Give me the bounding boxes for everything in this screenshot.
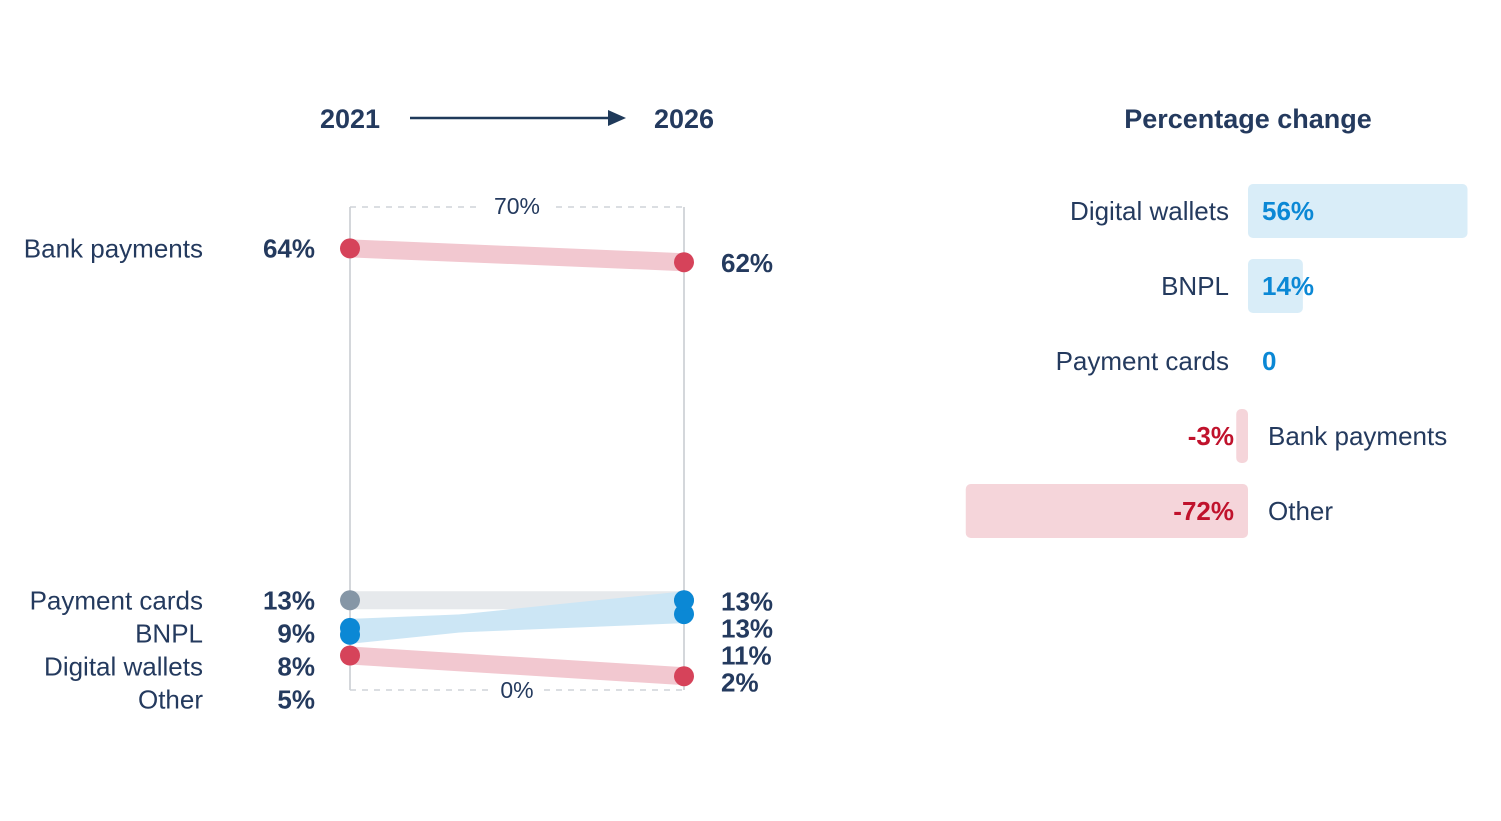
end-value-bank-payments: 62% [721, 248, 773, 278]
bar-other [965, 484, 1248, 538]
slope-band-bank-payments [349, 239, 685, 272]
bar-category-payment-cards: Payment cards [1056, 346, 1229, 376]
end-value-bnpl: 11% [721, 640, 772, 670]
bar-bnpl [1248, 259, 1303, 313]
bar-value-digital-wallets: 56% [1262, 196, 1314, 226]
start-point-other [340, 645, 360, 666]
axis-bottom-label: 0% [500, 677, 533, 703]
bar-value-payment-cards: 0 [1262, 346, 1276, 376]
bar-category-other: Other [1268, 496, 1333, 526]
end-point-bank-payments [674, 252, 694, 273]
start-point-payment-cards [340, 590, 360, 611]
end-value-payment-cards: 13% [721, 586, 773, 616]
bar-category-bnpl: BNPL [1161, 271, 1229, 301]
bar-category-digital-wallets: Digital wallets [1070, 196, 1229, 226]
start-value-digital-wallets: 8% [277, 651, 315, 681]
axis-top-label: 70% [494, 193, 540, 219]
series-label-bnpl: BNPL [135, 618, 203, 648]
end-year-label: 2026 [654, 104, 714, 134]
bar-chart-title: Percentage change [1124, 104, 1372, 134]
end-point-other [674, 666, 694, 687]
bar-value-bank-payments: -3% [1188, 421, 1234, 451]
start-value-other: 5% [277, 684, 315, 714]
bar-bank-payments [1236, 409, 1248, 463]
series-label-payment-cards: Payment cards [30, 585, 203, 615]
start-value-bank-payments: 64% [263, 233, 315, 263]
end-point-bnpl [674, 604, 694, 625]
end-value-other: 2% [721, 667, 759, 697]
start-value-payment-cards: 13% [263, 585, 315, 615]
series-label-digital-wallets: Digital wallets [44, 651, 203, 681]
slope-band-other [349, 646, 685, 686]
bar-category-bank-payments: Bank payments [1268, 421, 1447, 451]
end-value-digital-wallets: 13% [721, 613, 773, 643]
bar-digital-wallets [1248, 184, 1468, 238]
start-value-bnpl: 9% [277, 618, 315, 648]
slope-band-digital-wallets [349, 591, 685, 644]
start-year-label: 2021 [320, 104, 380, 134]
end-point-digital-wallets [674, 590, 694, 611]
start-point-bank-payments [340, 238, 360, 259]
arrow-right-icon [410, 110, 626, 126]
bar-value-bnpl: 14% [1262, 271, 1314, 301]
start-point-digital-wallets [340, 624, 360, 645]
bar-value-other: -72% [1173, 496, 1234, 526]
series-label-other: Other [138, 684, 203, 714]
series-label-bank-payments: Bank payments [24, 233, 203, 263]
